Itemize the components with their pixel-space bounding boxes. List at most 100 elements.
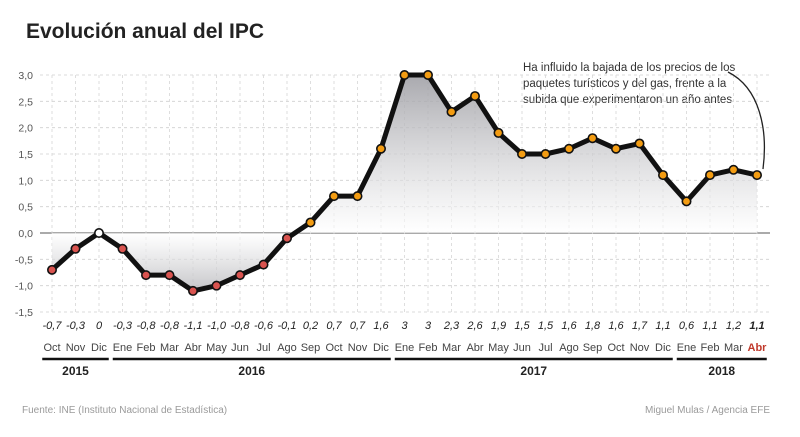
data-point (235, 270, 246, 281)
value-label: 1,5 (538, 320, 554, 332)
area-positive (52, 75, 757, 233)
value-label: 1,8 (585, 320, 601, 332)
value-label: 2,6 (466, 320, 483, 332)
x-axis-years: 2015 2016 2017 2018 (42, 357, 767, 378)
x-tick-label: Feb (701, 342, 720, 354)
x-tick-label: Jul (538, 342, 552, 354)
year-label: 2016 (238, 364, 265, 378)
data-point (305, 217, 316, 228)
credit-note: Miguel Mulas / Agencia EFE (644, 405, 770, 416)
value-label: 1,1 (702, 320, 717, 332)
data-point (634, 138, 645, 149)
x-tick-label: Ago (559, 342, 579, 354)
value-label: 2,3 (443, 320, 460, 332)
data-point (352, 191, 363, 202)
value-label: -0,8 (231, 320, 251, 332)
x-axis-months: Oct Nov Dic Ene Feb Mar Abr May Jun Jul Ago Sep Oct N… (43, 342, 767, 354)
data-point (728, 164, 739, 175)
value-label: 1,7 (632, 320, 648, 332)
x-tick-label: Dic (373, 342, 389, 354)
x-tick-label: Mar (442, 342, 461, 354)
value-labels: -0,7 -0,3 0 -0,3 -0,8 -0,8 -1,1 -1,0 -0,8 -0,6 -0,… (43, 320, 765, 332)
y-tick-label: 2,0 (18, 123, 33, 135)
value-label: -0,3 (66, 320, 86, 332)
value-label: 1,2 (726, 320, 741, 332)
y-tick-label: 3,0 (18, 70, 33, 82)
data-point (258, 259, 269, 270)
year-label: 2015 (62, 364, 89, 378)
value-label: 0,2 (303, 320, 318, 332)
value-label: 1,1 (655, 320, 670, 332)
value-label: 3 (401, 320, 408, 332)
data-point (141, 270, 152, 281)
x-tick-label: Nov (66, 342, 86, 354)
source-note: Fuente: INE (Instituto Nacional de Estad… (22, 405, 228, 416)
value-label: 1,1 (749, 320, 764, 332)
x-tick-label: Oct (607, 342, 624, 354)
value-label: 0,7 (350, 320, 366, 332)
y-axis: 3,0 2,5 2,0 1,5 1,0 0,5 0,0 -0,5 -1,0 -1,5 (15, 70, 33, 319)
y-tick-label: -0,5 (15, 254, 33, 266)
data-point (328, 191, 339, 202)
x-tick-label: Nov (630, 342, 650, 354)
x-tick-label: Abr (184, 342, 201, 354)
x-tick-label: Ene (113, 342, 133, 354)
data-point (657, 170, 668, 181)
y-tick-label: -1,0 (15, 281, 33, 293)
data-point (94, 228, 105, 239)
value-label: -0,1 (278, 320, 297, 332)
data-point (70, 243, 81, 254)
data-point (422, 70, 433, 81)
y-tick-label: 0,5 (18, 202, 33, 214)
value-label: -0,6 (254, 320, 274, 332)
x-tick-label: Oct (325, 342, 342, 354)
data-point (704, 170, 715, 181)
y-tick-label: -1,5 (15, 307, 33, 319)
value-label: 1,9 (491, 320, 506, 332)
x-tick-label: Jul (256, 342, 270, 354)
x-tick-label: Abr (748, 342, 768, 354)
data-point (469, 91, 480, 102)
data-point (493, 127, 504, 138)
value-label: 1,6 (561, 320, 577, 332)
value-label: 3 (425, 320, 432, 332)
value-label: 0 (96, 320, 103, 332)
data-point (751, 170, 762, 181)
data-point (399, 70, 410, 81)
x-tick-label: Nov (348, 342, 368, 354)
data-point (211, 280, 222, 291)
data-point (587, 133, 598, 144)
x-tick-label: Sep (301, 342, 321, 354)
x-tick-label: Dic (91, 342, 107, 354)
x-tick-label: Jun (513, 342, 531, 354)
value-label: 0,7 (326, 320, 342, 332)
x-tick-label: Abr (466, 342, 483, 354)
year-label: 2017 (520, 364, 547, 378)
data-point (188, 285, 199, 296)
data-point (540, 149, 551, 160)
x-tick-label: Dic (655, 342, 671, 354)
value-label: 1,6 (373, 320, 389, 332)
value-label: 0,6 (679, 320, 695, 332)
area-negative (52, 233, 757, 291)
x-tick-label: May (206, 342, 227, 354)
value-label: -1,1 (184, 320, 203, 332)
chart-title: Evolución anual del IPC (26, 20, 265, 43)
x-tick-label: Feb (137, 342, 156, 354)
x-tick-label: Sep (583, 342, 603, 354)
x-tick-label: Ago (277, 342, 297, 354)
chart-annotation: Ha influido la bajada de los precios de … (523, 62, 736, 106)
data-point (281, 233, 292, 244)
data-point (446, 106, 457, 117)
data-point (563, 143, 574, 154)
x-tick-label: Oct (43, 342, 60, 354)
value-label: -0,3 (113, 320, 133, 332)
year-label: 2018 (708, 364, 735, 378)
y-tick-label: 0,0 (18, 228, 33, 240)
data-points (46, 70, 762, 296)
value-label: -0,8 (137, 320, 157, 332)
area-fill (52, 75, 757, 291)
x-tick-label: Mar (160, 342, 179, 354)
